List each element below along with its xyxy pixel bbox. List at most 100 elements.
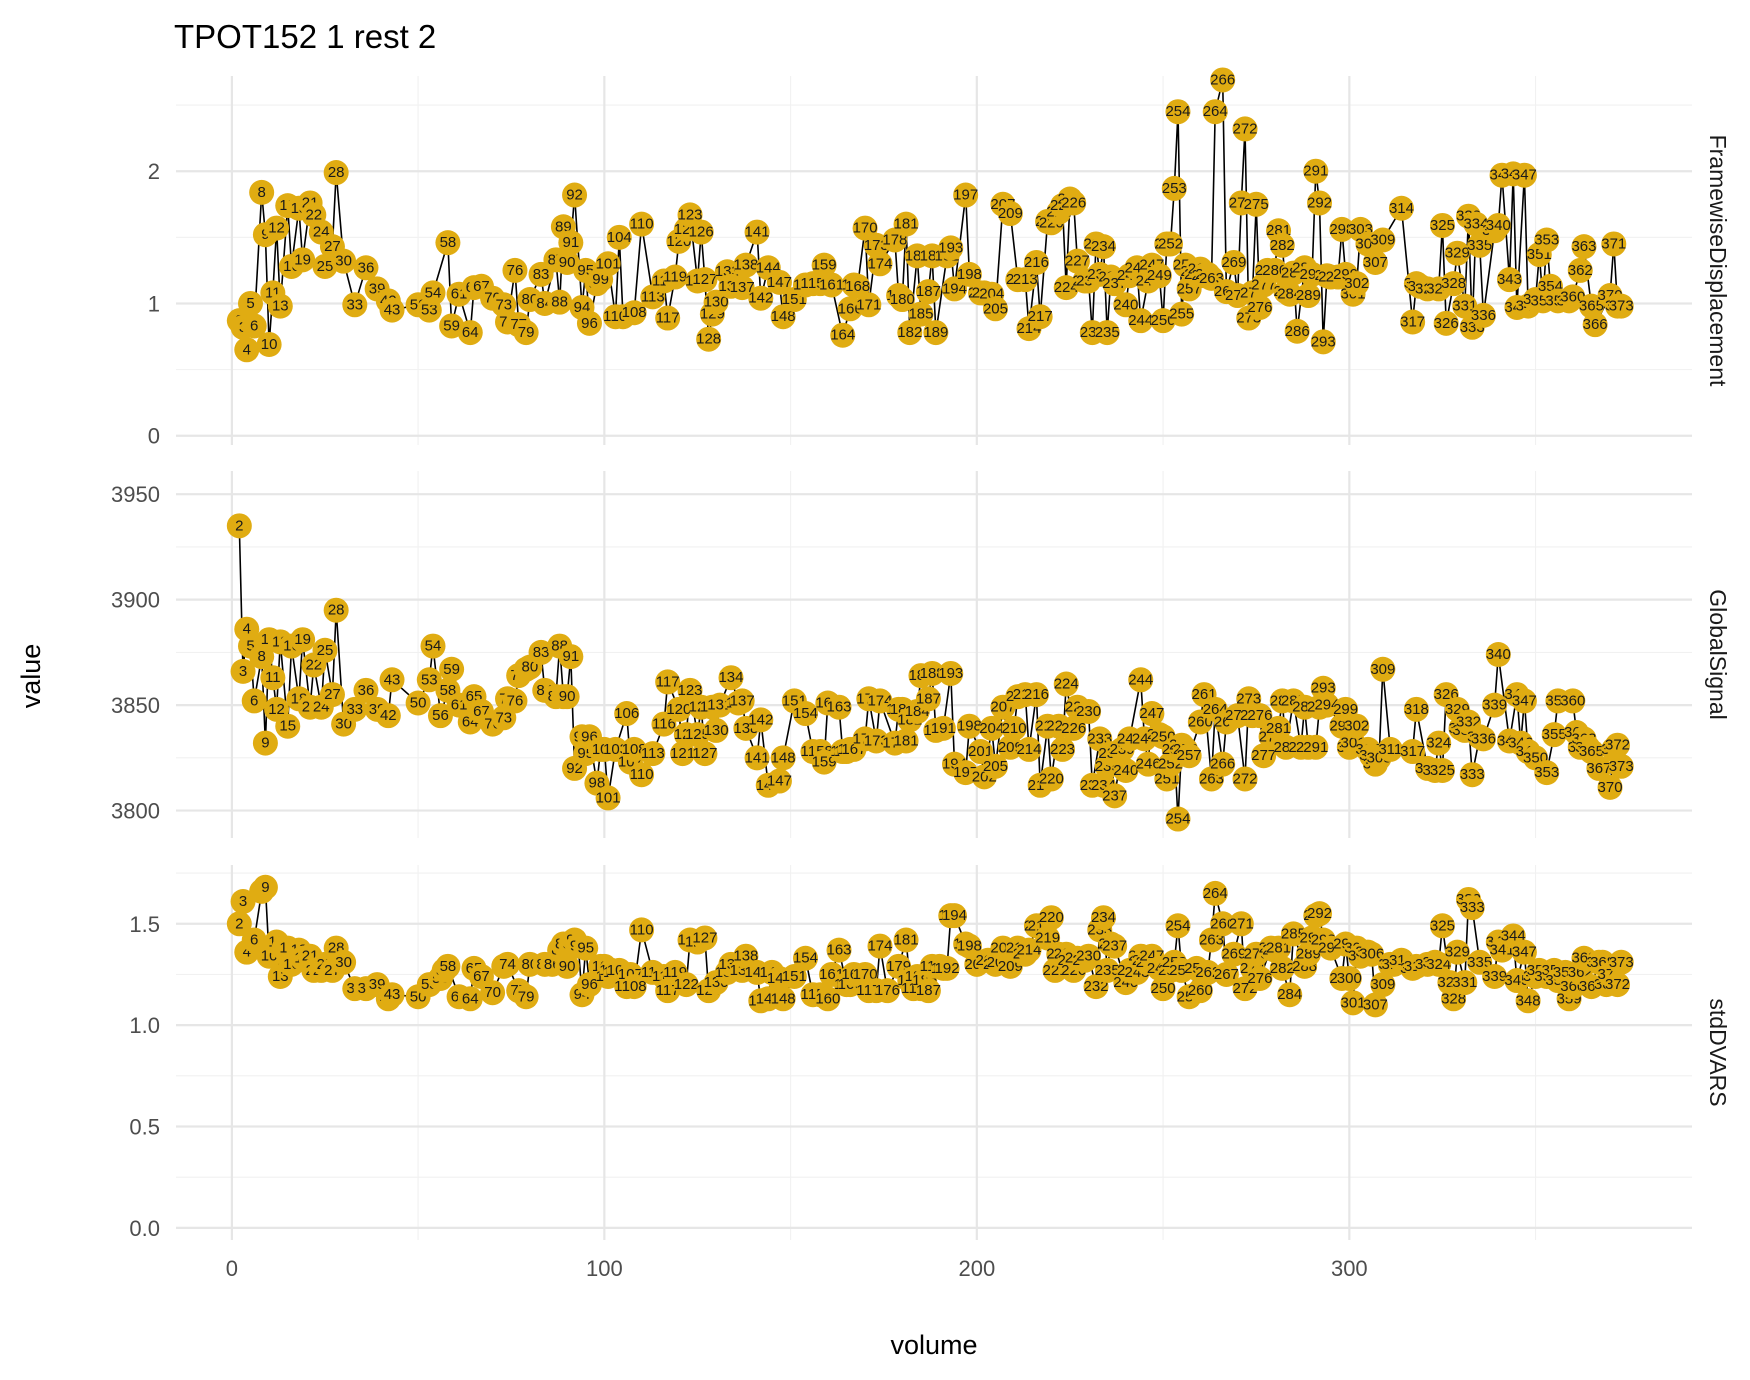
data-point-marker [915, 279, 941, 305]
data-point-label: 13 [272, 298, 289, 315]
data-point-marker [379, 297, 405, 323]
data-point-label: 328 [1441, 275, 1466, 292]
x-tick-label: 300 [1331, 1256, 1368, 1281]
data-point-label: 10 [261, 336, 278, 353]
data-point-marker [1247, 294, 1273, 320]
data-point: 101 [596, 785, 621, 811]
data-point: 339 [1482, 963, 1507, 989]
data-point-marker [897, 320, 923, 346]
data-point: 234 [1091, 905, 1116, 931]
data-point-label: 127 [692, 929, 717, 946]
data-point-label: 101 [596, 255, 621, 272]
data-point: 255 [1169, 301, 1194, 327]
data-point: 6 [241, 688, 267, 714]
data-point-label: 19 [294, 251, 311, 268]
data-point: 340 [1486, 642, 1511, 667]
data-point-label: 159 [812, 257, 837, 274]
data-point: 291 [1303, 158, 1328, 184]
data-point: 76 [502, 257, 528, 283]
data-point-label: 64 [462, 324, 479, 341]
data-point-marker [502, 688, 528, 714]
y-tick-label-stddvars: 1.5 [129, 912, 160, 937]
data-point: 137 [729, 688, 755, 714]
data-point-marker [234, 337, 260, 363]
data-point-marker [614, 701, 640, 727]
data-point: 272 [1233, 116, 1258, 142]
data-point-label: 147 [767, 773, 792, 790]
data-point: 325 [1429, 212, 1455, 238]
data-point-marker [1161, 175, 1187, 201]
data-point-label: 193 [938, 665, 963, 682]
data-point: 217 [1028, 304, 1053, 330]
data-point: 302 [1344, 713, 1369, 739]
data-point-marker [1400, 309, 1426, 335]
data-point-label: 25 [317, 258, 334, 275]
data-point-label: 234 [1091, 238, 1116, 255]
data-point-marker [908, 301, 934, 327]
data-point-label: 174 [867, 255, 892, 272]
data-point: 19 [290, 247, 316, 273]
data-point-label: 213 [1013, 271, 1038, 288]
x-axis-title: volume [890, 1330, 977, 1360]
data-point: 117 [655, 669, 681, 695]
data-point-label: 220 [1039, 909, 1064, 926]
data-point: 174 [867, 688, 893, 714]
data-point-label: 2 [235, 517, 243, 534]
data-point: 269 [1221, 249, 1246, 275]
data-point-label: 5 [246, 295, 254, 312]
data-point: 188 [920, 660, 945, 686]
data-point-marker [997, 201, 1023, 227]
data-point: 180 [890, 287, 915, 313]
data-point-marker [1470, 302, 1496, 328]
data-point: 301 [1341, 990, 1366, 1016]
data-point-marker [1344, 271, 1370, 297]
data-point-marker [670, 741, 696, 767]
data-point-marker [1441, 271, 1467, 297]
data-point: 325 [1430, 913, 1455, 939]
data-point: 353 [1534, 227, 1559, 253]
data-point-label: 185 [908, 306, 933, 323]
data-point-label: 230 [1076, 703, 1101, 720]
data-point-marker [867, 688, 893, 714]
data-point-marker [1269, 232, 1295, 258]
data-point-marker [1601, 231, 1627, 257]
data-point: 4 [234, 337, 260, 363]
data-point: 9 [252, 874, 278, 900]
data-point-label: 372 [1605, 976, 1630, 993]
data-point: 101 [596, 251, 621, 277]
data-point: 216 [1024, 682, 1049, 708]
data-point: 325 [1430, 758, 1455, 784]
data-point: 10 [256, 331, 282, 357]
data-point-label: 300 [1337, 970, 1362, 987]
data-point-label: 181 [894, 216, 919, 233]
data-point-marker [1485, 212, 1511, 238]
data-point-label: 326 [1434, 315, 1459, 332]
data-point-label: 76 [507, 262, 524, 279]
data-point-label: 187 [916, 690, 941, 707]
data-point-marker [1090, 234, 1116, 260]
data-point-marker [1262, 257, 1288, 283]
data-point-label: 79 [518, 324, 535, 341]
data-point-label: 43 [384, 671, 401, 688]
data-point-label: 371 [1601, 235, 1626, 252]
data-point-marker [439, 656, 465, 682]
data-point-label: 291 [1303, 163, 1328, 180]
data-point: 36 [353, 255, 379, 281]
data-point-marker [729, 688, 755, 714]
data-point: 309 [1370, 227, 1395, 253]
data-point: 141 [745, 219, 770, 245]
data-point-marker [260, 665, 286, 691]
data-point-label: 284 [1277, 286, 1302, 303]
data-point-label: 309 [1370, 976, 1395, 993]
data-point: 224 [1054, 671, 1079, 697]
data-point: 209 [998, 734, 1023, 760]
data-point-marker [1429, 212, 1455, 238]
plot-title: TPOT152 1 rest 2 [174, 18, 436, 55]
data-point-label: 123 [678, 682, 703, 699]
data-point-marker [979, 715, 1005, 741]
data-point-marker [1135, 751, 1161, 777]
data-point: 128 [696, 326, 721, 352]
data-point-label: 205 [983, 758, 1008, 775]
